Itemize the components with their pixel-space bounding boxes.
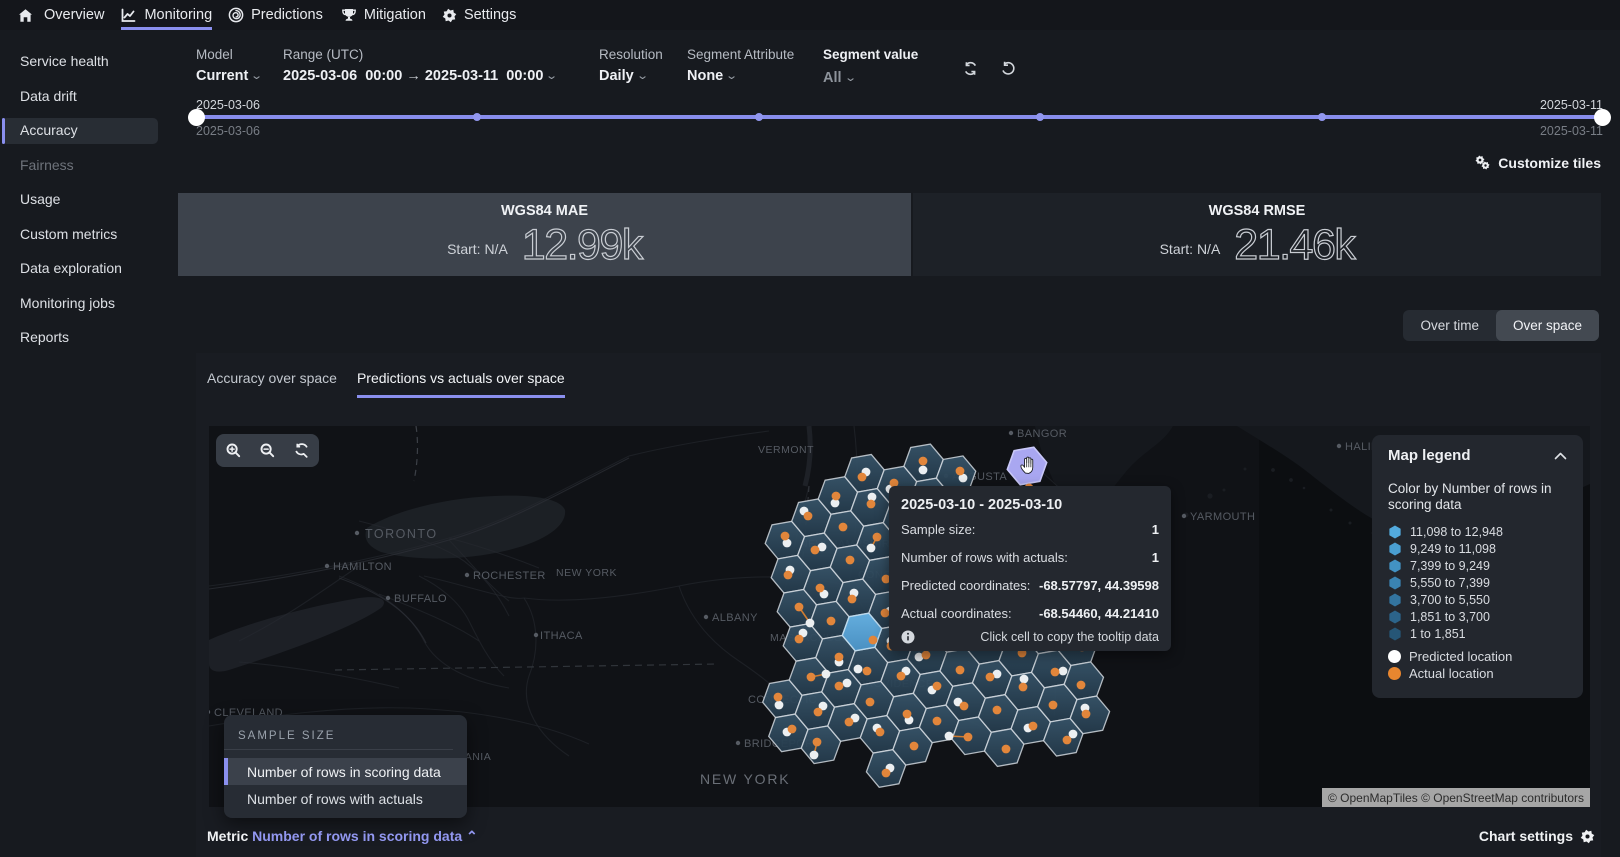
- svg-text:BUFFALO: BUFFALO: [394, 593, 447, 605]
- svg-text:NEW YORK: NEW YORK: [700, 771, 790, 787]
- svg-text:NEW YORK: NEW YORK: [556, 567, 617, 579]
- svg-text:VERMONT: VERMONT: [758, 444, 814, 456]
- svg-text:TORONTO: TORONTO: [365, 527, 438, 541]
- svg-text:ITHACA: ITHACA: [540, 630, 583, 642]
- svg-text:ROCHESTER: ROCHESTER: [473, 570, 546, 582]
- svg-text:YARMOUTH: YARMOUTH: [1190, 511, 1255, 523]
- svg-text:HAMILTON: HAMILTON: [333, 561, 392, 573]
- svg-text:BANGOR: BANGOR: [1017, 428, 1067, 440]
- svg-text:ALBANY: ALBANY: [712, 612, 758, 624]
